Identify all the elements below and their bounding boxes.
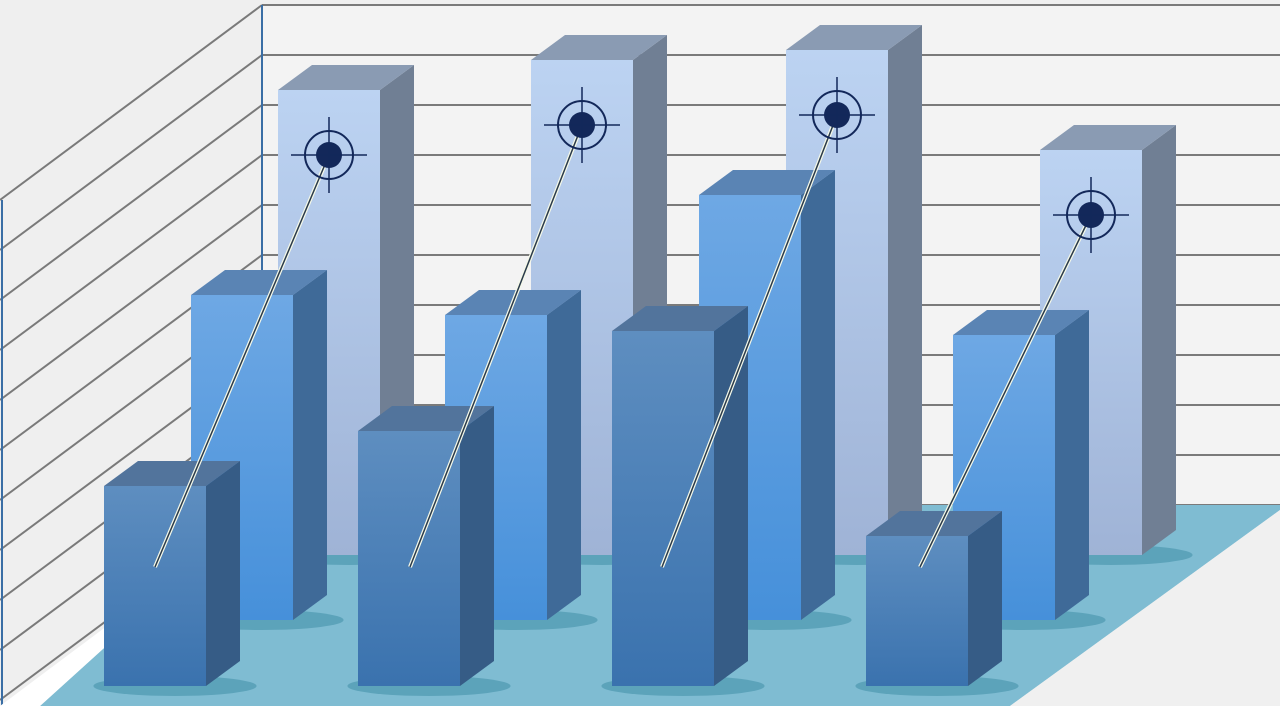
bar-top	[786, 25, 922, 50]
bar-side	[968, 511, 1002, 686]
target-icon	[799, 77, 875, 153]
bar-side	[460, 406, 494, 686]
gridline-side	[0, 204, 263, 401]
bar-top	[612, 306, 748, 331]
bar-front	[104, 486, 206, 686]
pointer-line	[409, 124, 583, 568]
bar-front	[612, 331, 714, 686]
bar-front-3	[601, 306, 765, 696]
bar-side	[714, 306, 748, 686]
bar-side	[888, 25, 922, 555]
gridline-side	[0, 54, 263, 251]
bar-side	[1055, 310, 1089, 620]
gridline-side	[0, 104, 263, 301]
pointer-line	[661, 114, 838, 568]
bar-front-1	[93, 461, 257, 696]
pointer-line	[154, 154, 330, 568]
bar-front	[358, 431, 460, 686]
bar-side	[293, 270, 327, 620]
bar-side	[1142, 125, 1176, 555]
floor-edge-right	[1010, 510, 1280, 706]
bar-top	[191, 270, 327, 295]
bar-top	[104, 461, 240, 486]
gridline-side	[0, 154, 263, 351]
gridline-side	[0, 4, 263, 201]
bar-side	[547, 290, 581, 620]
bar-front	[866, 536, 968, 686]
target-icon	[544, 87, 620, 163]
pointer-line	[919, 214, 1092, 568]
bar-top	[953, 310, 1089, 335]
target-icon	[1053, 177, 1129, 253]
bar-top	[278, 65, 414, 90]
bar-side	[206, 461, 240, 686]
bar-front-4	[855, 511, 1019, 696]
bar-top	[531, 35, 667, 60]
bar-top	[358, 406, 494, 431]
bar-middle-2	[434, 290, 598, 630]
chart-bars	[93, 25, 1193, 696]
bar-top	[866, 511, 1002, 536]
bar-top	[1040, 125, 1176, 150]
bar-front-2	[347, 406, 511, 696]
bar-top	[699, 170, 835, 195]
bar-middle-1	[180, 270, 344, 630]
bar-side	[801, 170, 835, 620]
target-icon	[291, 117, 367, 193]
